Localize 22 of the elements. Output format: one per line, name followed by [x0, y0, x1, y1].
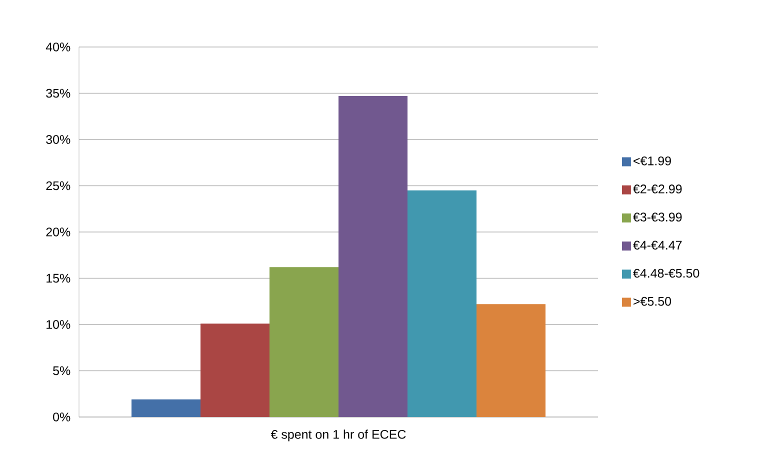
bar [270, 267, 339, 417]
bar [132, 399, 201, 417]
y-tick-label: 5% [53, 366, 70, 376]
legend-label: >€5.50 [634, 296, 672, 306]
legend-label: €4.48-€5.50 [633, 268, 700, 278]
bar [338, 96, 408, 417]
y-tick-label: 20% [46, 228, 70, 236]
legend-label: €4-€4.47 [633, 240, 682, 250]
y-tick-label: 10% [46, 320, 70, 329]
y-tick-label: 40% [46, 42, 70, 52]
bar [408, 190, 477, 417]
bar [476, 304, 546, 417]
y-tick-label: 35% [46, 88, 70, 98]
legend-label: €3-€3.99 [633, 212, 682, 222]
legend-label: <€1.99 [634, 156, 671, 166]
legend-label: €2-€2.99 [633, 184, 682, 194]
x-tick-label: € spent on 1 hr of ECEC [270, 430, 406, 442]
y-tick-label: 0% [53, 412, 70, 422]
y-tick-label: 15% [46, 274, 70, 283]
bar [200, 324, 270, 417]
y-tick-label: 25% [46, 181, 70, 190]
y-tick-label: 30% [46, 135, 70, 144]
